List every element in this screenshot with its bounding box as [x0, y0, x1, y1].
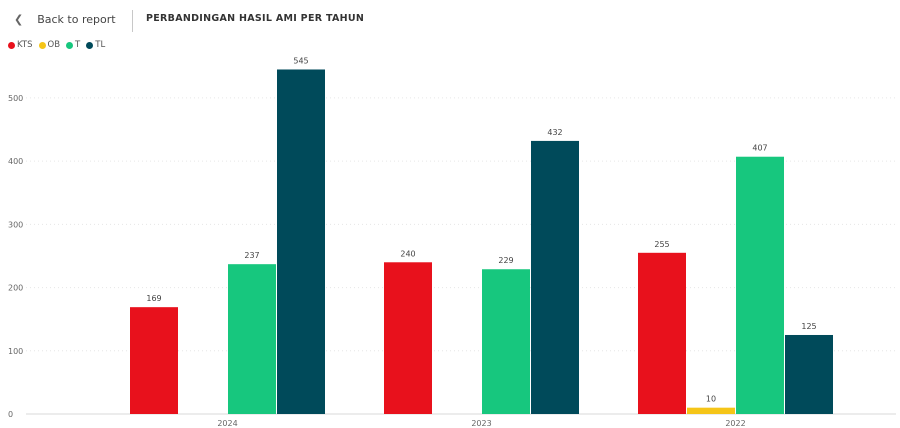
bar-ob-2022[interactable]: [687, 407, 735, 414]
legend-item-t[interactable]: T: [66, 40, 80, 50]
legend-dot-t: [66, 41, 74, 49]
top-bar: ❮ Back to report PERBANDINGAN HASIL AMI …: [0, 0, 900, 36]
data-label-tl-2024: 545: [293, 56, 308, 65]
legend-dot-ob: [38, 41, 46, 49]
y-tick-label: 400: [8, 157, 23, 166]
data-label-tl-2023: 432: [547, 128, 562, 137]
data-label-tl-2022: 125: [801, 322, 816, 331]
bar-tl-2022[interactable]: [785, 334, 833, 414]
data-label-kts-2024: 169: [146, 294, 161, 303]
page-title: PERBANDINGAN HASIL AMI PER TAHUN: [146, 13, 365, 24]
y-tick-label: 500: [8, 94, 23, 103]
bar-kts-2024[interactable]: [130, 307, 178, 414]
y-tick-label: 300: [8, 220, 23, 229]
legend-label-kts: KTS: [17, 40, 33, 50]
data-label-kts-2023: 240: [400, 249, 415, 258]
legend-dot-kts: [8, 41, 15, 49]
legend-item-ob[interactable]: OB: [38, 40, 61, 50]
x-tick-label: 2023: [471, 419, 491, 428]
chart-legend: KTS OB T TL: [8, 38, 105, 52]
data-label-t-2023: 229: [498, 256, 513, 265]
legend-item-tl[interactable]: TL: [86, 40, 105, 50]
legend-label-ob: OB: [47, 40, 61, 50]
data-label-t-2022: 407: [752, 144, 767, 153]
bar-kts-2023[interactable]: [384, 262, 432, 414]
bar-t-2024[interactable]: [228, 264, 276, 414]
x-tick-label: 2022: [725, 419, 745, 428]
legend-item-kts[interactable]: KTS: [8, 40, 33, 50]
chevron-left-icon: ❮: [14, 12, 24, 26]
data-label-t-2024: 237: [244, 251, 259, 260]
legend-dot-tl: [86, 41, 94, 49]
bar-t-2022[interactable]: [736, 156, 784, 415]
y-tick-label: 200: [8, 284, 23, 293]
header-divider: [132, 10, 133, 32]
data-label-kts-2022: 255: [654, 240, 669, 249]
bar-kts-2022[interactable]: [638, 252, 686, 414]
y-tick-label: 0: [8, 410, 13, 419]
bar-tl-2023[interactable]: [531, 140, 579, 414]
bar-tl-2024[interactable]: [277, 69, 325, 414]
x-tick-label: 2024: [217, 419, 237, 428]
back-to-report-button[interactable]: ❮ Back to report: [14, 9, 116, 29]
y-tick-label: 100: [8, 347, 23, 356]
legend-label-t: T: [75, 40, 81, 50]
bar-t-2023[interactable]: [482, 269, 530, 414]
legend-label-tl: TL: [95, 40, 106, 50]
back-to-report-label: Back to report: [37, 12, 116, 26]
data-label-ob-2022: 10: [706, 395, 716, 404]
